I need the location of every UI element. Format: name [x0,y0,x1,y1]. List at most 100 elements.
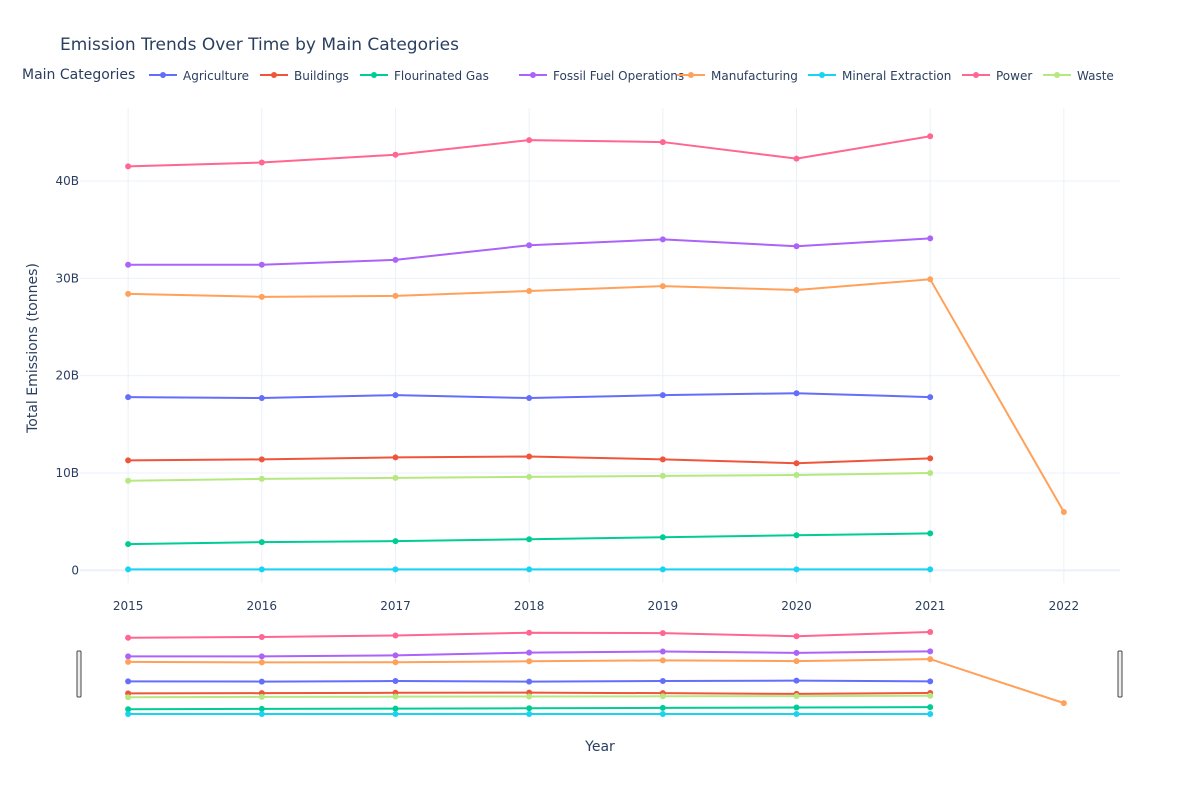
range-slider-right-handle[interactable] [1117,650,1123,698]
series-agriculture[interactable] [125,390,934,402]
legend[interactable]: Agriculture Buildings Flourinated Gas Fossi… [149,69,1114,83]
data-point[interactable] [392,566,399,573]
range-slider-left-handle[interactable] [76,650,82,698]
data-point[interactable] [125,457,132,464]
data-point[interactable] [526,473,533,480]
range-point [526,693,533,700]
data-point[interactable] [927,470,934,477]
legend-item-agriculture[interactable]: Agriculture [149,69,249,83]
x-tick-label: 2021 [915,599,946,613]
data-point[interactable] [392,538,399,545]
data-point[interactable] [659,566,666,573]
series-buildings[interactable] [125,453,934,467]
range-series-waste [125,692,934,701]
data-point[interactable] [125,163,132,170]
data-point[interactable] [526,566,533,573]
series-manufacturing[interactable] [125,276,1067,515]
series-fossil-fuel-operations[interactable] [125,235,934,268]
series-waste[interactable] [125,470,934,484]
data-point[interactable] [793,471,800,478]
data-point[interactable] [392,392,399,399]
range-point [793,677,800,684]
legend-marker [819,72,825,78]
data-point[interactable] [392,474,399,481]
data-point[interactable] [659,236,666,243]
data-point[interactable] [927,235,934,242]
data-point[interactable] [258,395,265,402]
data-point[interactable] [793,566,800,573]
x-tick-label: 2020 [781,599,812,613]
data-point[interactable] [125,477,132,484]
data-point[interactable] [258,159,265,166]
data-point[interactable] [258,539,265,546]
data-point[interactable] [659,534,666,541]
data-point[interactable] [793,243,800,250]
data-point[interactable] [927,394,934,401]
data-point[interactable] [793,155,800,162]
series-mineral-extraction[interactable] [125,566,934,573]
range-series-manufacturing [125,656,1067,707]
legend-item-fossil-fuel-operations[interactable]: Fossil Fuel Operations [519,69,684,83]
legend-item-waste[interactable]: Waste [1043,69,1114,83]
data-point[interactable] [392,292,399,299]
data-point[interactable] [659,456,666,463]
data-point[interactable] [125,541,132,548]
data-point[interactable] [927,530,934,537]
range-point [125,678,132,685]
data-point[interactable] [1060,508,1067,515]
data-point[interactable] [526,453,533,460]
legend-item-flourinated-gas[interactable]: Flourinated Gas [360,69,489,83]
range-point [793,704,800,711]
data-point[interactable] [258,475,265,482]
x-tick-label: 2018 [514,599,545,613]
data-point[interactable] [258,293,265,300]
data-point[interactable] [392,256,399,263]
data-point[interactable] [125,394,132,401]
legend-item-mineral-extraction[interactable]: Mineral Extraction [808,69,951,83]
data-point[interactable] [927,566,934,573]
data-point[interactable] [526,395,533,402]
range-point [258,633,265,640]
legend-marker [530,72,536,78]
legend-item-power[interactable]: Power [962,69,1032,83]
y-tick-label: 0 [71,563,79,577]
data-point[interactable] [927,455,934,462]
data-point[interactable] [258,456,265,463]
data-point[interactable] [392,454,399,461]
range-point [526,711,533,717]
series-line-manufacturing[interactable] [128,278,1065,513]
legend-item-buildings[interactable]: Buildings [260,69,349,83]
data-point[interactable] [258,261,265,268]
data-point[interactable] [793,287,800,294]
data-point[interactable] [793,460,800,467]
data-point[interactable] [125,566,132,573]
data-point[interactable] [927,276,934,283]
data-point[interactable] [526,287,533,294]
range-point [659,693,666,700]
x-tick-label: 2019 [648,599,679,613]
data-point[interactable] [927,133,934,140]
data-point[interactable] [526,536,533,543]
data-point[interactable] [659,392,666,399]
range-point [927,648,934,655]
range-slider[interactable] [76,622,1123,722]
series-power[interactable] [125,133,934,170]
data-point[interactable] [392,151,399,158]
data-point[interactable] [526,242,533,249]
range-point [927,629,934,635]
data-point[interactable] [793,390,800,397]
legend-item-manufacturing[interactable]: Manufacturing [677,69,798,83]
series-flourinated-gas[interactable] [125,530,934,548]
data-point[interactable] [125,261,132,268]
data-point[interactable] [659,472,666,479]
data-point[interactable] [125,290,132,297]
data-point[interactable] [659,283,666,290]
legend-label: Manufacturing [711,69,798,83]
data-point[interactable] [526,137,533,144]
range-point [793,633,800,640]
data-point[interactable] [659,139,666,146]
data-point[interactable] [258,566,265,573]
range-slider-background[interactable] [80,622,1120,722]
range-point [659,678,666,685]
data-point[interactable] [793,532,800,539]
